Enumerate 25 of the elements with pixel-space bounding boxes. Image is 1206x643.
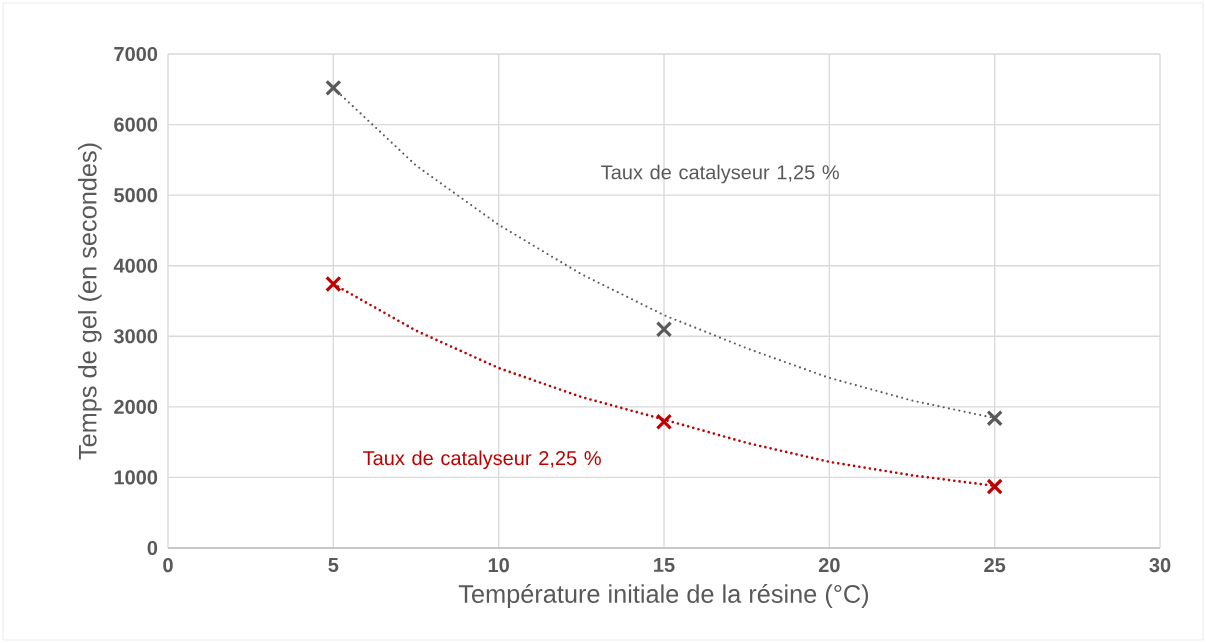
y-tick-label: 0 [147,540,158,556]
y-tick-label: 5000 [114,188,158,203]
y-tick-label: 3000 [113,329,158,344]
x-tick-label: 30 [1149,558,1171,573]
point [655,321,673,338]
x-tick-label: 20 [818,558,840,573]
point [986,478,1003,495]
point [986,409,1003,427]
x-tick-label: 10 [488,558,509,573]
x-tick-label: 15 [654,558,675,572]
point [325,79,342,97]
point [655,413,673,430]
y-tick-label: 7000 [114,46,158,62]
x-tick-label: 5 [328,558,339,572]
y-axis-title: Temps de gel (en secondes) [78,143,102,460]
x-tick-label: 0 [163,558,173,573]
x-tick-label: 25 [984,558,1006,573]
y-tick-label: 6000 [114,117,158,132]
y-tick-label: 1000 [114,470,158,485]
text: Taux de catalyseur 1,25 % [601,164,839,184]
y-tick-label: 2000 [114,399,158,414]
x-axis-title: Température initiale de la résine (°C) [458,584,869,608]
text: Taux de catalyseur 2,25 % [363,450,601,470]
point [325,275,342,293]
y-tick-label: 4000 [113,258,158,273]
